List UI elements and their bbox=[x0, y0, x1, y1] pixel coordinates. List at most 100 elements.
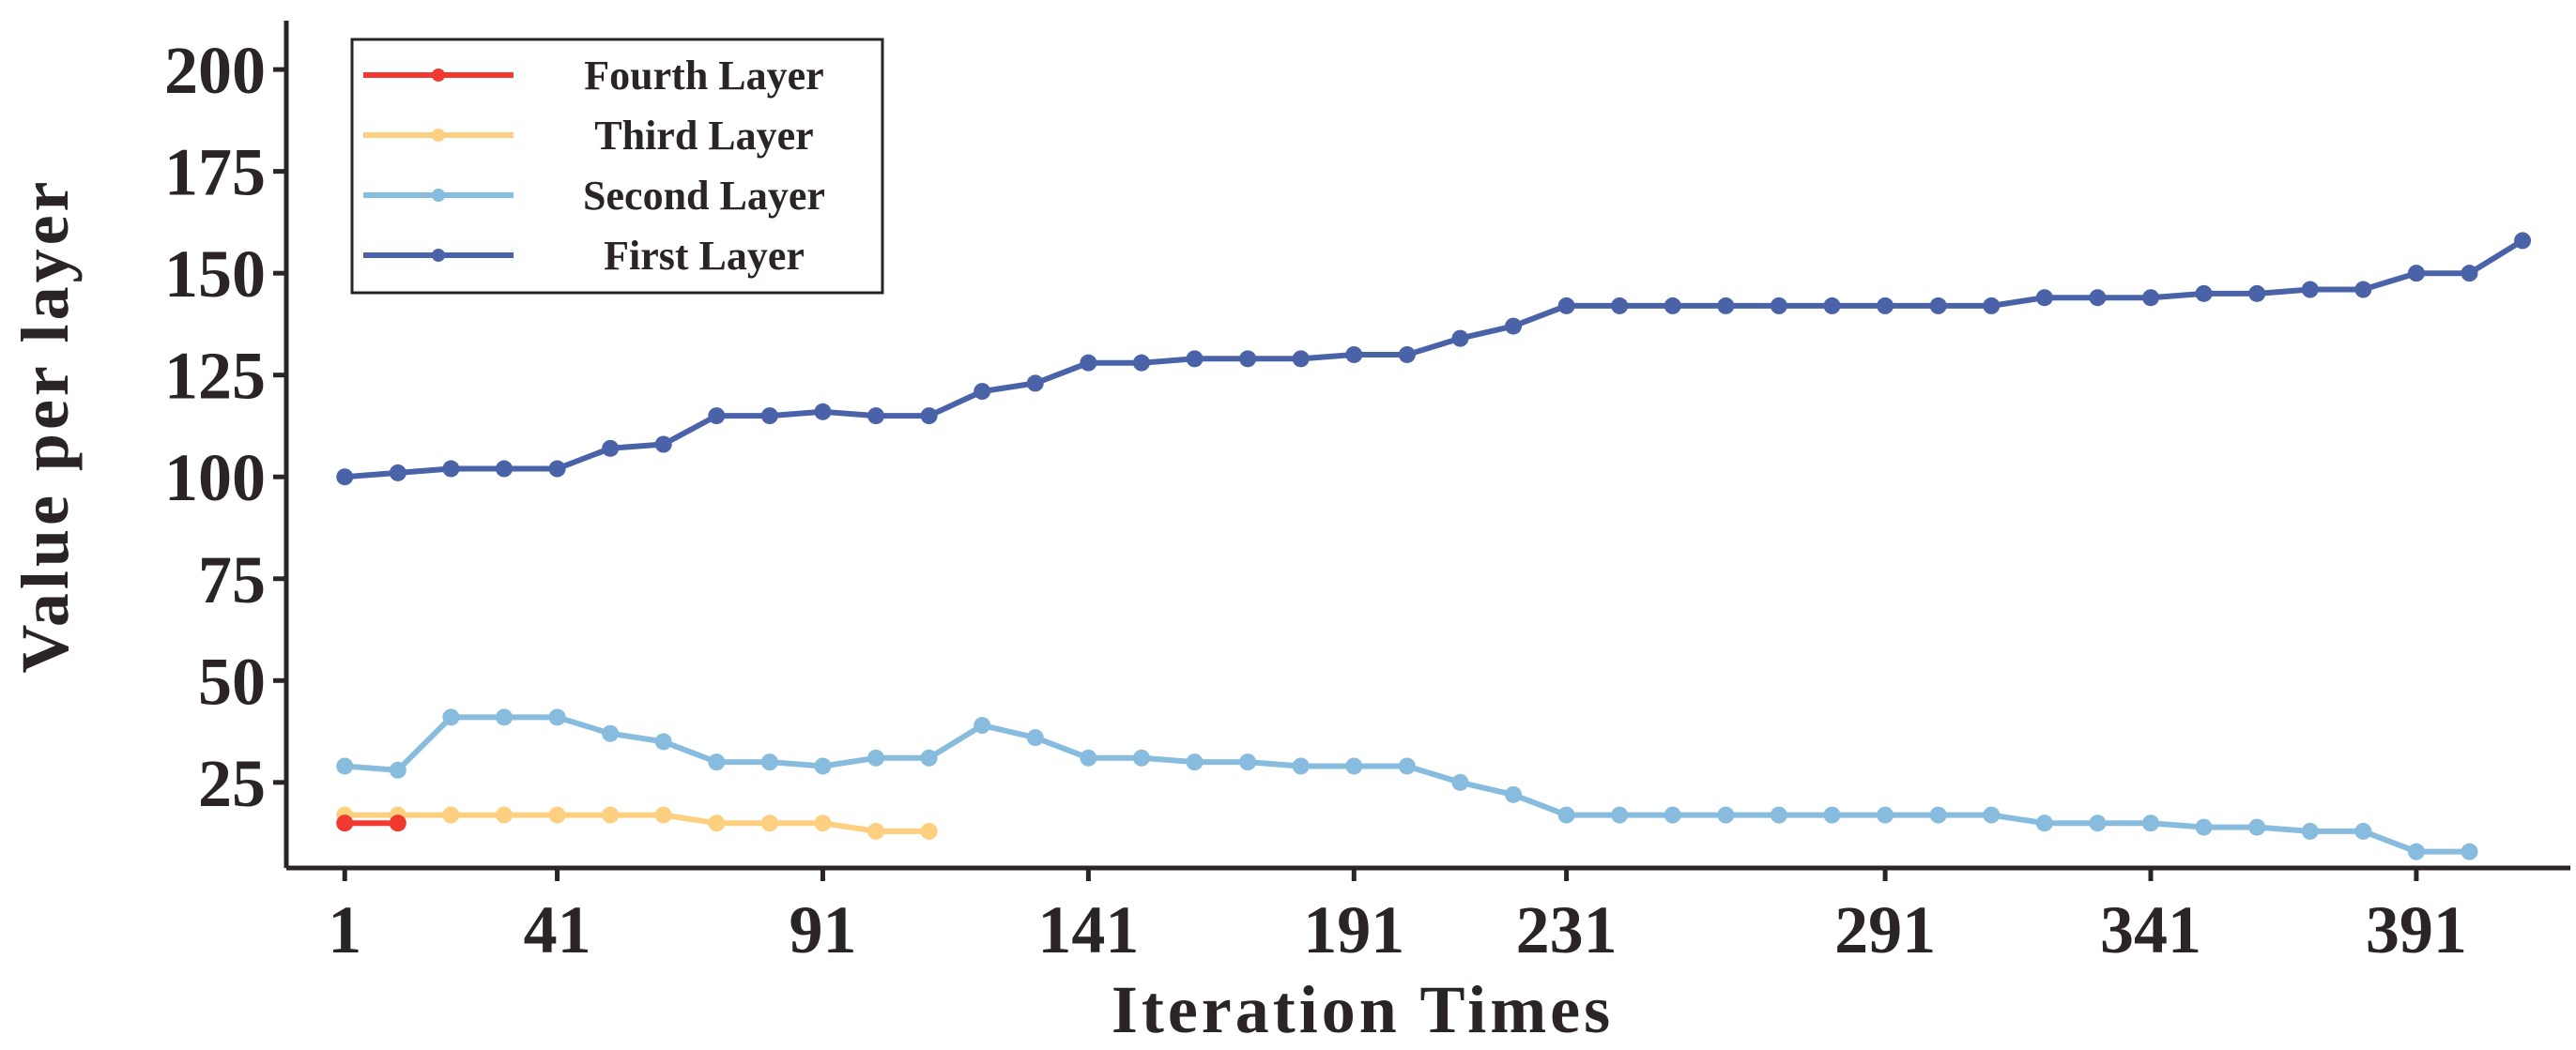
data-point-second-layer bbox=[1186, 753, 1204, 771]
data-point-first-layer bbox=[1292, 350, 1310, 368]
y-tick-label: 25 bbox=[198, 746, 266, 821]
legend-item-third-layer: Third Layer bbox=[363, 113, 814, 159]
data-point-second-layer bbox=[1080, 749, 1097, 767]
data-point-second-layer bbox=[2142, 814, 2160, 832]
x-tick-label: 391 bbox=[2366, 892, 2467, 967]
data-point-first-layer bbox=[2248, 284, 2266, 302]
data-point-second-layer bbox=[1292, 757, 1310, 775]
data-point-first-layer bbox=[389, 464, 406, 481]
data-point-first-layer bbox=[336, 468, 354, 486]
data-point-third-layer bbox=[814, 814, 832, 832]
data-point-second-layer bbox=[442, 708, 460, 726]
data-point-second-layer bbox=[654, 733, 672, 751]
x-tick-label: 191 bbox=[1303, 892, 1404, 967]
data-point-second-layer bbox=[495, 708, 513, 726]
x-tick-label: 141 bbox=[1037, 892, 1139, 967]
data-point-third-layer bbox=[548, 806, 566, 824]
x-tick-label: 231 bbox=[1516, 892, 1618, 967]
data-point-second-layer bbox=[1611, 806, 1629, 824]
data-point-first-layer bbox=[867, 407, 885, 425]
data-point-first-layer bbox=[2407, 265, 2425, 282]
x-tick-label: 341 bbox=[2100, 892, 2201, 967]
data-point-second-layer bbox=[2035, 814, 2053, 832]
data-point-second-layer bbox=[2089, 814, 2107, 832]
data-point-second-layer bbox=[1345, 757, 1363, 775]
legend-item-second-layer: Second Layer bbox=[363, 173, 825, 219]
data-point-third-layer bbox=[760, 814, 778, 832]
data-point-third-layer bbox=[920, 822, 938, 840]
data-point-second-layer bbox=[1026, 729, 1044, 747]
data-point-second-layer bbox=[1717, 806, 1735, 824]
data-point-second-layer bbox=[1132, 749, 1150, 767]
data-point-first-layer bbox=[1557, 297, 1575, 314]
data-point-second-layer bbox=[1451, 773, 1469, 791]
data-point-third-layer bbox=[867, 822, 885, 840]
data-point-first-layer bbox=[2301, 281, 2319, 298]
data-point-second-layer bbox=[708, 753, 726, 771]
axes bbox=[284, 21, 2570, 871]
data-point-first-layer bbox=[2035, 289, 2053, 307]
data-point-second-layer bbox=[2407, 843, 2425, 860]
data-point-second-layer bbox=[1877, 806, 1894, 824]
series-first-layer bbox=[336, 232, 2532, 486]
data-point-first-layer bbox=[2461, 265, 2478, 282]
x-tick-label: 41 bbox=[524, 892, 591, 967]
data-point-second-layer bbox=[867, 749, 885, 767]
data-point-first-layer bbox=[1451, 329, 1469, 347]
data-point-first-layer bbox=[708, 407, 726, 425]
data-point-first-layer bbox=[1186, 350, 1204, 368]
data-point-second-layer bbox=[1557, 806, 1575, 824]
data-point-first-layer bbox=[1505, 317, 1523, 335]
data-point-second-layer bbox=[1664, 806, 1681, 824]
y-tick-label: 200 bbox=[164, 33, 266, 108]
legend-label: Second Layer bbox=[583, 173, 825, 219]
x-ticks: 1 41 91 141 191 231 291 341 391 bbox=[328, 868, 2467, 967]
data-point-first-layer bbox=[1664, 297, 1681, 314]
data-point-first-layer bbox=[1080, 354, 1097, 372]
data-point-second-layer bbox=[1929, 806, 1947, 824]
x-axis-title: Iteration Times bbox=[1112, 972, 1614, 1047]
legend-label: Third Layer bbox=[594, 113, 813, 159]
y-tick-label: 125 bbox=[164, 339, 266, 414]
data-point-first-layer bbox=[1345, 345, 1363, 363]
legend-marker bbox=[432, 249, 445, 262]
data-point-second-layer bbox=[1505, 785, 1523, 803]
data-point-second-layer bbox=[1398, 757, 1416, 775]
data-point-first-layer bbox=[920, 407, 938, 425]
data-point-third-layer bbox=[654, 806, 672, 824]
series-fourth-layer bbox=[336, 814, 406, 832]
data-point-first-layer bbox=[654, 435, 672, 453]
x-tick-label: 1 bbox=[328, 892, 361, 967]
legend-marker bbox=[432, 129, 445, 142]
data-point-first-layer bbox=[1823, 297, 1841, 314]
data-point-first-layer bbox=[1132, 354, 1150, 372]
data-point-second-layer bbox=[1770, 806, 1787, 824]
data-point-second-layer bbox=[389, 761, 406, 779]
series-layer bbox=[336, 232, 2532, 860]
legend-marker bbox=[432, 189, 445, 202]
series-third-layer bbox=[336, 806, 938, 840]
y-tick-label: 100 bbox=[164, 440, 266, 515]
legend: Fourth Layer Third Layer Second Layer First… bbox=[350, 38, 884, 295]
x-tick-label: 291 bbox=[1834, 892, 1936, 967]
data-point-first-layer bbox=[1398, 345, 1416, 363]
data-point-third-layer bbox=[495, 806, 513, 824]
series-line-third-layer bbox=[345, 812, 929, 834]
legend-label: First Layer bbox=[604, 233, 805, 279]
data-point-second-layer bbox=[2354, 822, 2372, 840]
data-point-first-layer bbox=[1239, 350, 1257, 368]
data-point-second-layer bbox=[920, 749, 938, 767]
data-point-first-layer bbox=[2354, 281, 2372, 298]
data-point-first-layer bbox=[602, 439, 620, 457]
data-point-second-layer bbox=[602, 724, 620, 742]
data-point-second-layer bbox=[974, 717, 991, 735]
data-point-first-layer bbox=[1983, 297, 2001, 314]
legend-label: Fourth Layer bbox=[584, 53, 823, 99]
data-point-second-layer bbox=[1983, 806, 2001, 824]
data-point-first-layer bbox=[760, 407, 778, 425]
data-point-second-layer bbox=[814, 757, 832, 775]
y-tick-label: 150 bbox=[164, 236, 266, 312]
data-point-first-layer bbox=[2142, 289, 2160, 307]
series-line-first-layer bbox=[344, 237, 2524, 480]
